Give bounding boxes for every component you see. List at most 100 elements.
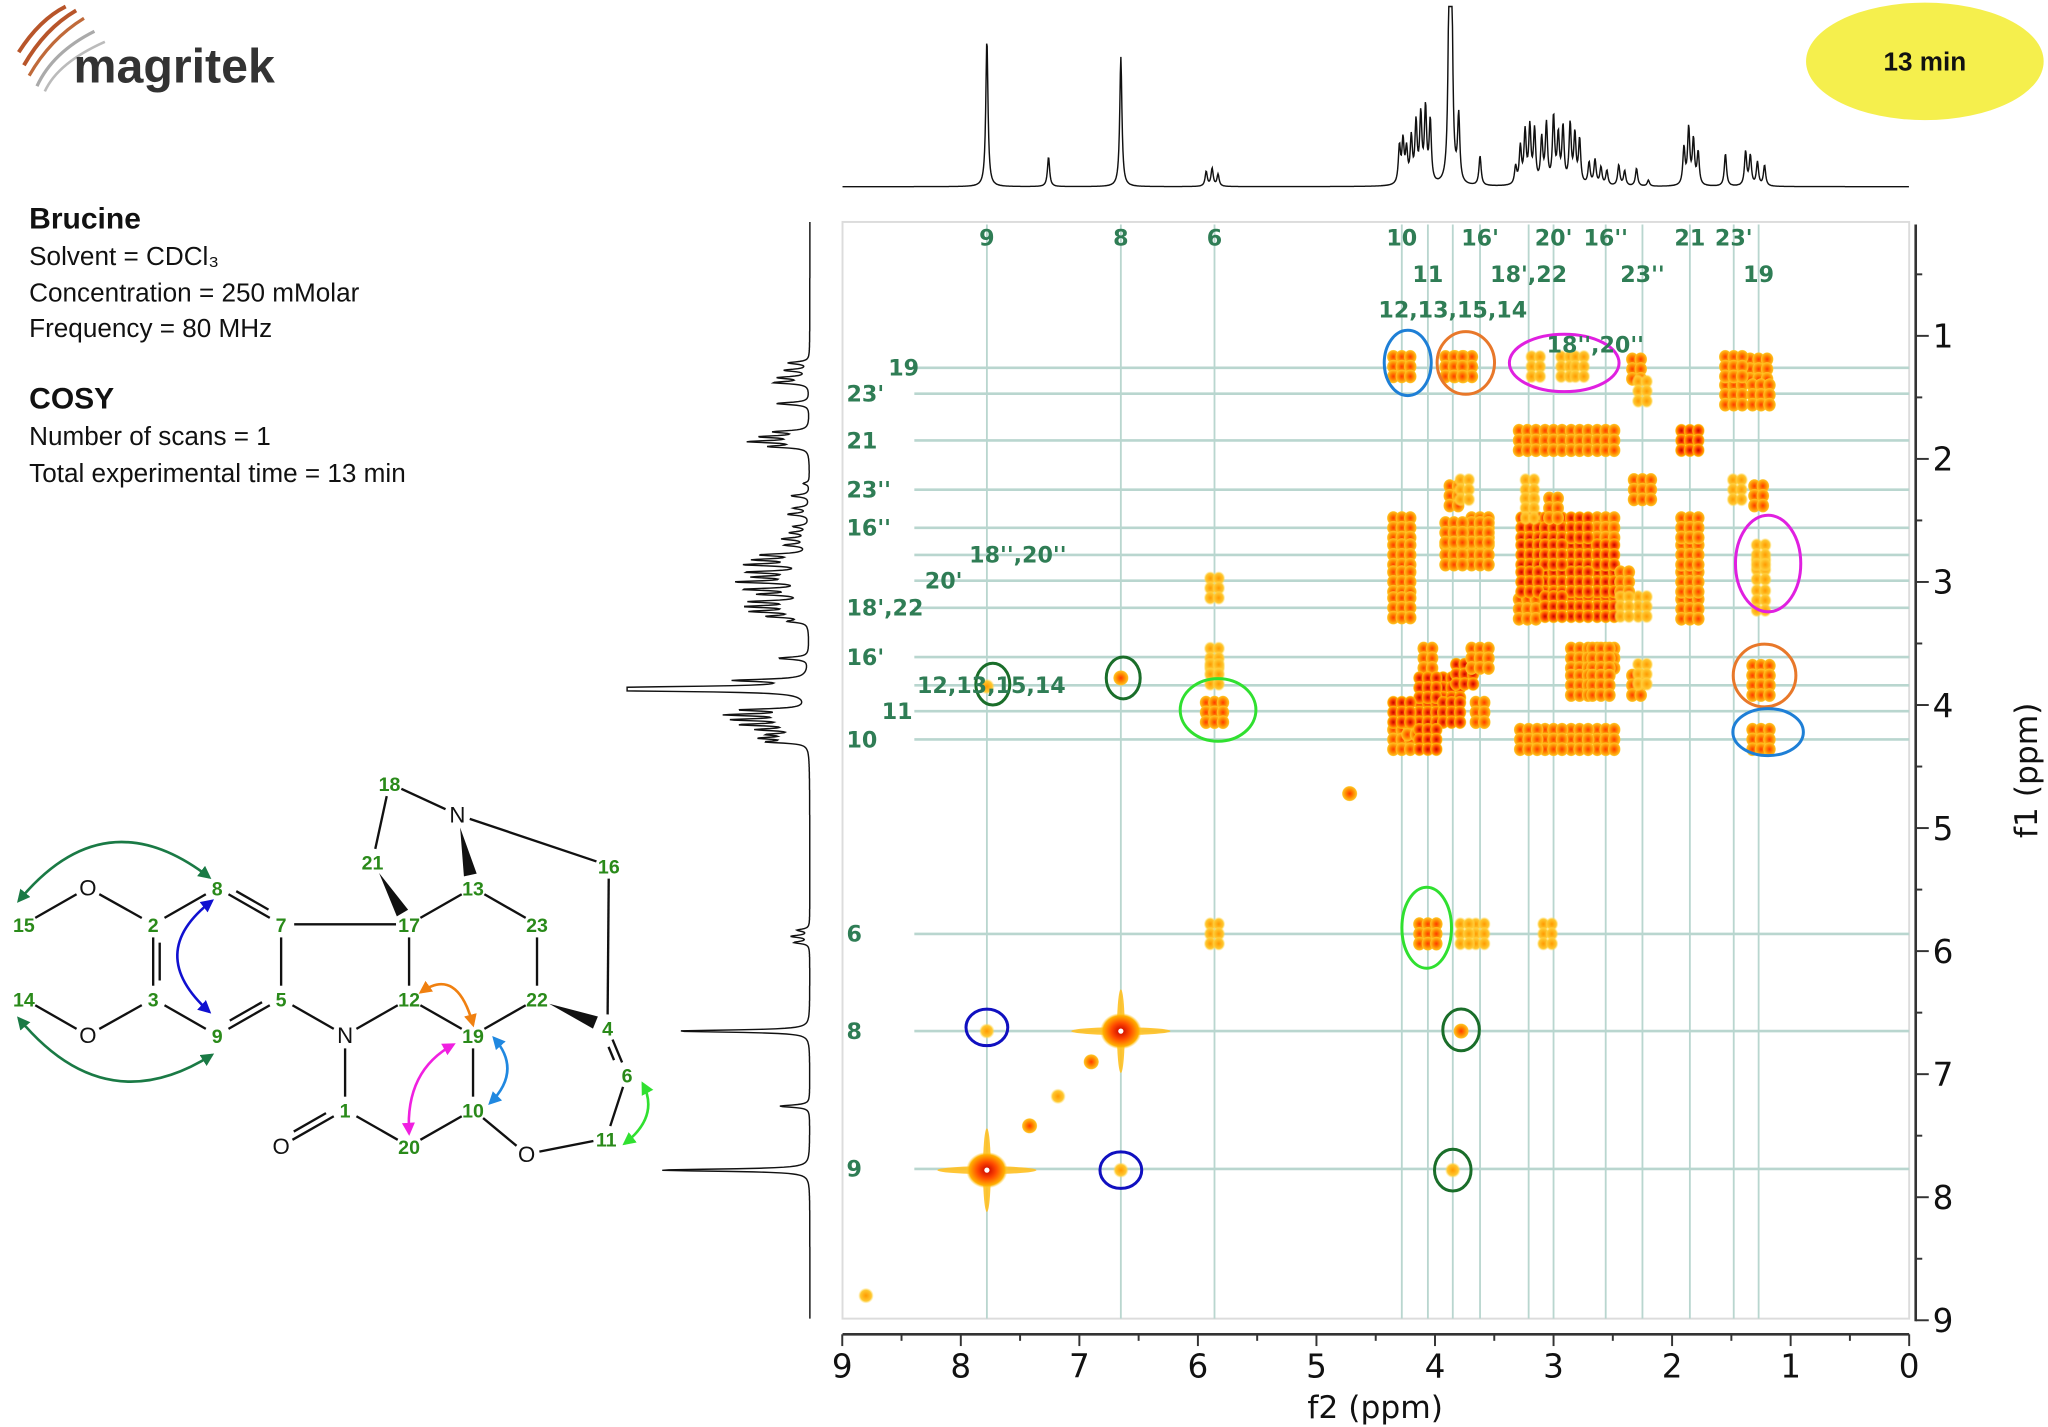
diagonal-peak: [1021, 1118, 1038, 1134]
plot-frame: [841, 220, 1911, 1320]
atom-label: 12: [398, 990, 420, 1012]
double-bond: [293, 1112, 327, 1133]
x-tick-label: 3: [1543, 1347, 1564, 1385]
highlight-circle: [1178, 677, 1258, 743]
highlight-circle: [1733, 513, 1803, 614]
highlight-circle: [1098, 1150, 1144, 1190]
diagonal-peak: [1341, 785, 1358, 802]
cross-peak: [1568, 349, 1591, 384]
double-bond: [235, 890, 270, 911]
heteroatom-label: O: [79, 876, 96, 901]
bond: [419, 1004, 463, 1030]
f2-assignment-label: 10: [1386, 225, 1417, 251]
cross-peak: [1203, 657, 1226, 692]
y-tick-label: 5: [1933, 810, 1954, 848]
cross-peak: [1750, 537, 1772, 572]
bond: [609, 1086, 625, 1127]
cross-peak: [1113, 670, 1129, 686]
coupling-arrow: [418, 980, 477, 1028]
highlight-circle: [974, 661, 1012, 707]
highlight-circle: [1400, 885, 1454, 970]
f2-assignment-label: 9: [979, 225, 994, 251]
f1-assignment-label: 19: [888, 356, 919, 382]
cross-peak: [1453, 472, 1476, 507]
cross-peak: [1524, 349, 1547, 384]
coupling-arrow: [622, 1081, 654, 1146]
cross-peak: [1436, 695, 1467, 730]
x-tick-label: 0: [1899, 1347, 1920, 1385]
cross-peak: [1536, 916, 1559, 951]
highlight-circle: [1731, 707, 1805, 758]
atom-label: 9: [212, 1026, 223, 1048]
total-time-text: Total experimental time = 13 min: [29, 458, 406, 488]
x-tick-label: 4: [1425, 1347, 1446, 1385]
y-tick-label: 8: [1933, 1179, 1954, 1217]
y-tick-label: 2: [1933, 441, 1954, 479]
bond: [469, 817, 597, 863]
f1-assignment-label: 11: [882, 699, 913, 725]
diagonal-peak: [1203, 916, 1226, 951]
x-tick-label: 9: [832, 1347, 853, 1385]
bond: [374, 795, 388, 850]
double-bond: [229, 1001, 263, 1022]
atom-label: 11: [596, 1129, 617, 1151]
cross-peak: [1513, 722, 1544, 757]
cross-peak: [1386, 349, 1417, 384]
atom-label: 5: [276, 990, 287, 1012]
f1-assignment-label: 23'': [846, 478, 890, 504]
f1-spectrum-trace: [626, 221, 811, 1319]
experiment-info: Brucine Solvent = CDCl₃ Concentration = …: [29, 202, 406, 487]
atom-label: 10: [462, 1101, 484, 1123]
cross-peak: [1590, 423, 1621, 458]
f2-assignment-label: 11: [1412, 262, 1443, 288]
f1-assignment-label: 23': [846, 382, 884, 408]
f1-assignment-label: 6: [846, 922, 861, 948]
logo-text: magritek: [74, 39, 275, 93]
diagonal-peak: [1050, 1088, 1066, 1105]
heteroatom-label: N: [449, 803, 465, 828]
highlight-circles: [964, 328, 1805, 1193]
cross-peak: [1444, 1162, 1461, 1178]
atom-label: 15: [13, 915, 35, 937]
bond: [98, 893, 143, 919]
solvent-text: Solvent = CDCl₃: [29, 241, 219, 271]
cross-peak: [1613, 589, 1636, 624]
assignment-grid: [914, 224, 1910, 1319]
wedge-bond: [460, 827, 477, 877]
f2-spectrum-trace: [842, 5, 1909, 188]
f1-assignment-label: 9: [846, 1157, 861, 1183]
bond: [163, 893, 207, 919]
diagonal-peak: [858, 1287, 874, 1304]
double-bond: [607, 1046, 616, 1061]
cross-peak: [1564, 722, 1595, 757]
atom-label: 7: [276, 915, 287, 937]
cross-peak: [1538, 537, 1569, 572]
cross-peak: [1417, 641, 1439, 676]
atom-label: 17: [398, 915, 420, 937]
heteroatom-label: O: [79, 1023, 96, 1048]
cross-peak: [1542, 491, 1565, 526]
highlight-circle: [1441, 1007, 1481, 1053]
cross-peak: [1438, 349, 1469, 384]
wedge-bond: [549, 1003, 598, 1029]
y-tick-label: 6: [1933, 933, 1954, 971]
cross-peak: [1199, 695, 1230, 730]
bond: [419, 1115, 463, 1141]
cross-peak: [1590, 722, 1621, 757]
compound-name: Brucine: [29, 202, 141, 235]
atom-label: 14: [13, 990, 35, 1012]
y-tick-label: 9: [1933, 1302, 1954, 1340]
atom-label: 23: [526, 915, 548, 937]
atom-label: 13: [462, 879, 484, 901]
f2-assignment-label: 12,13,15,14: [1378, 297, 1527, 323]
bond: [291, 1115, 335, 1141]
bond: [355, 1004, 399, 1030]
atom-label: 2: [148, 915, 159, 937]
f1-assignment-label: 21: [846, 428, 877, 454]
f1-assignment-label: 18'',20'': [969, 543, 1066, 569]
cross-peak: [1726, 472, 1749, 507]
cross-peak: [1747, 478, 1770, 513]
f1-assignment-label: 12,13,15,14: [917, 673, 1066, 699]
cross-peak: [1412, 670, 1443, 705]
diagonal-peak: [1071, 989, 1171, 1073]
